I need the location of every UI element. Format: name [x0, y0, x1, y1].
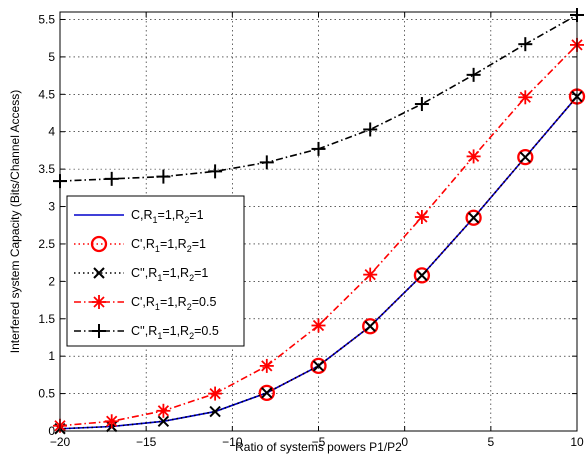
x-tick-label: 0 — [401, 435, 408, 449]
legend-entry-s1: C,R1=1,R2=1 — [74, 208, 204, 225]
y-tick-label: 3 — [48, 200, 55, 214]
x-marker-stroke — [364, 320, 376, 332]
plus-marker — [311, 141, 326, 156]
legend-label: C',R1=1,R2=1 — [131, 237, 206, 254]
circle-marker — [310, 357, 327, 375]
x-marker-stroke — [157, 415, 170, 427]
asterisk-marker — [518, 90, 533, 105]
y-tick-label: 2.5 — [38, 237, 55, 251]
circle-marker — [362, 318, 379, 335]
circle-marker — [258, 384, 275, 401]
y-tick-label: 1.5 — [38, 312, 55, 326]
x-tick-label: 5 — [487, 435, 494, 449]
x-marker-stroke — [312, 360, 325, 372]
legend-label: C,R1=1,R2=1 — [131, 208, 204, 225]
asterisk-marker — [259, 358, 274, 373]
x-tick-label: −20 — [50, 435, 71, 449]
x-axis-label: Ratio of systems powers P1/P2 — [235, 440, 402, 454]
x-marker-stroke — [209, 405, 221, 418]
y-tick-label: 1 — [48, 349, 55, 363]
asterisk-marker — [92, 295, 106, 309]
plus-marker — [466, 67, 481, 82]
y-tick-label: 4 — [48, 125, 55, 139]
y-tick-label: 5 — [48, 50, 55, 64]
x-marker — [157, 415, 170, 427]
asterisk-marker — [414, 210, 429, 225]
x-tick-label: 10 — [570, 435, 584, 449]
x-marker — [364, 320, 376, 332]
plus-marker — [363, 122, 378, 137]
x-marker — [416, 269, 428, 282]
asterisk-marker-stroke — [312, 319, 325, 332]
asterisk-marker — [466, 149, 481, 164]
ticks: −20 −15 −10 −5 0 5 10 0 0.5 1 1.5 2 2.5 3 3.5 4 4.5 5 5.5 — [38, 12, 584, 449]
x-marker — [209, 405, 221, 418]
x-marker-stroke — [416, 269, 428, 282]
legend-entry-s2: C',R1=1,R2=1 — [74, 235, 206, 254]
x-marker-stroke — [261, 387, 273, 399]
x-marker — [519, 151, 532, 163]
asterisk-marker-stroke — [261, 360, 273, 372]
x-marker — [93, 267, 105, 279]
asterisk-marker — [363, 267, 378, 282]
series-s4 — [53, 37, 584, 433]
circle-marker — [90, 235, 108, 253]
x-tick-label: −10 — [222, 435, 243, 449]
asterisk-marker — [208, 386, 223, 401]
plus-marker — [414, 97, 429, 112]
asterisk-marker-stroke — [519, 91, 531, 103]
y-tick-label: 4.5 — [38, 87, 55, 101]
circle-marker — [413, 267, 431, 284]
plus-marker — [156, 169, 171, 184]
asterisk-marker-stroke — [467, 150, 480, 163]
series-s5 — [53, 7, 584, 189]
y-tick-label: 3.5 — [38, 162, 55, 176]
x-tick-label: −5 — [312, 435, 326, 449]
x-tick-label: −15 — [136, 435, 157, 449]
plus-marker — [518, 37, 533, 52]
legend-entry-s5: C'',R1=1,R2=0.5 — [74, 324, 219, 341]
asterisk-marker-stroke — [416, 211, 428, 223]
asterisk-marker-stroke — [157, 405, 170, 417]
legend: C,R1=1,R2=1 C',R1=1,R2=1 C'',R1=1,R2=1 C',R… — [66, 195, 245, 347]
asterisk-marker — [311, 318, 326, 333]
series-line-s4 — [59, 44, 578, 427]
x-marker — [467, 212, 480, 224]
legend-entry-s3: C'',R1=1,R2=1 — [74, 266, 208, 283]
asterisk-marker-stroke — [364, 268, 376, 281]
asterisk-marker-stroke — [106, 415, 118, 427]
plus-marker — [259, 155, 274, 170]
plus-marker — [92, 324, 106, 338]
asterisk-marker-stroke — [93, 296, 105, 308]
x-marker — [261, 387, 273, 399]
x-marker-stroke — [93, 267, 105, 279]
x-marker — [312, 360, 325, 372]
plus-marker — [104, 171, 119, 186]
asterisk-marker — [104, 414, 119, 429]
y-tick-label: 0 — [48, 424, 55, 438]
y-tick-label: 5.5 — [38, 12, 55, 26]
legend-label: C',R1=1,R2=0.5 — [131, 295, 216, 312]
plus-marker — [208, 164, 223, 179]
legend-label: C'',R1=1,R2=1 — [131, 266, 208, 283]
series-layer — [53, 7, 586, 435]
y-axis-label: Interfered system Capacity (Bits/Channel… — [8, 90, 22, 353]
circle-marker — [517, 149, 534, 166]
asterisk-marker-stroke — [209, 387, 221, 400]
legend-entry-s4: C',R1=1,R2=0.5 — [74, 295, 216, 312]
series-s3 — [54, 90, 583, 435]
x-marker-stroke — [467, 212, 480, 224]
x-marker-stroke — [519, 151, 532, 163]
legend-label: C'',R1=1,R2=0.5 — [131, 324, 219, 341]
asterisk-marker — [156, 403, 171, 418]
y-tick-label: 2 — [48, 274, 55, 288]
y-tick-label: 0.5 — [38, 387, 55, 401]
circle-marker — [465, 209, 482, 226]
series-line-s3 — [59, 96, 578, 430]
series-s2 — [258, 88, 586, 401]
